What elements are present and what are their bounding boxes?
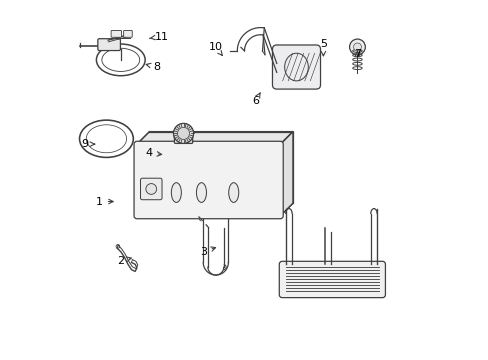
Circle shape (145, 184, 156, 194)
FancyBboxPatch shape (279, 261, 385, 298)
FancyBboxPatch shape (272, 45, 320, 89)
Text: 5: 5 (319, 39, 326, 56)
Ellipse shape (171, 183, 181, 202)
Text: 9: 9 (81, 139, 94, 149)
Text: 6: 6 (251, 93, 260, 106)
Text: 2: 2 (117, 256, 131, 266)
FancyBboxPatch shape (123, 31, 132, 37)
Text: 3: 3 (200, 247, 215, 257)
FancyBboxPatch shape (111, 31, 121, 37)
Polygon shape (137, 132, 292, 144)
Text: 1: 1 (96, 197, 113, 207)
Text: 7: 7 (353, 49, 360, 59)
Circle shape (353, 43, 361, 51)
Circle shape (349, 39, 365, 55)
Circle shape (173, 123, 193, 143)
Ellipse shape (196, 183, 206, 202)
FancyBboxPatch shape (174, 134, 192, 143)
Text: 10: 10 (208, 42, 223, 55)
Text: 11: 11 (149, 32, 169, 41)
Text: 4: 4 (145, 148, 161, 158)
Circle shape (177, 127, 189, 139)
FancyBboxPatch shape (140, 178, 162, 200)
Ellipse shape (228, 183, 238, 202)
Text: 8: 8 (146, 62, 160, 72)
FancyBboxPatch shape (98, 39, 120, 50)
FancyBboxPatch shape (134, 141, 283, 219)
Polygon shape (280, 132, 292, 216)
